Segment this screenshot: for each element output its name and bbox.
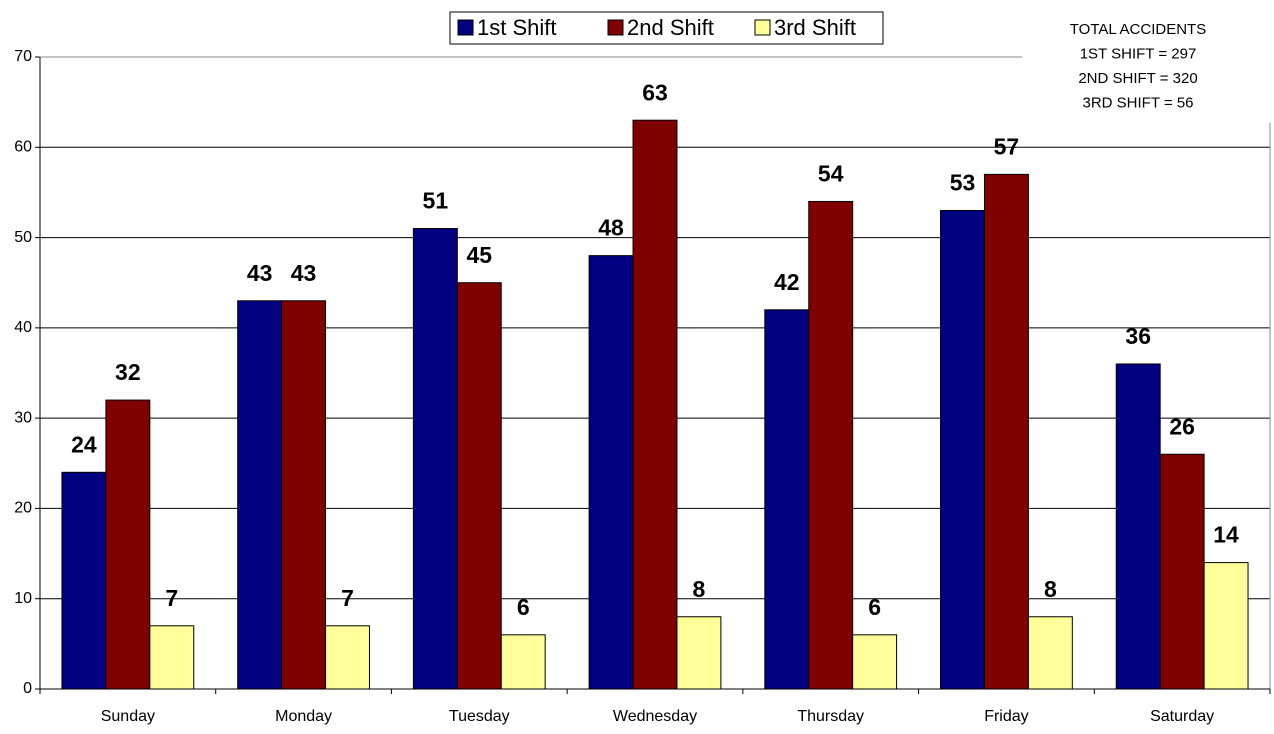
- x-tick-label: Sunday: [101, 708, 155, 725]
- data-label: 45: [466, 242, 492, 268]
- y-tick-label: 20: [14, 500, 32, 517]
- bar: [61, 471, 107, 690]
- data-label: 63: [642, 79, 668, 105]
- data-label: 8: [693, 576, 706, 602]
- data-label: 57: [994, 133, 1020, 159]
- y-tick-label: 0: [23, 680, 32, 697]
- x-tick-label: Friday: [984, 708, 1028, 725]
- annotation: 3RD SHIFT = 56: [1082, 94, 1193, 111]
- bar: [500, 634, 546, 690]
- y-tick-label: 40: [14, 319, 32, 336]
- annotation: TOTAL ACCIDENTS: [1070, 21, 1206, 38]
- data-label: 6: [517, 594, 530, 620]
- y-tick-label: 70: [14, 48, 32, 65]
- data-label: 7: [165, 585, 178, 611]
- data-label: 36: [1125, 323, 1151, 349]
- data-label: 7: [341, 585, 354, 611]
- legend-label: 3rd Shift: [774, 15, 856, 40]
- y-tick-label: 10: [14, 590, 32, 607]
- data-label: 32: [115, 359, 141, 385]
- legend-swatch: [457, 19, 474, 36]
- bar: [808, 200, 854, 690]
- data-label: 6: [868, 594, 881, 620]
- y-tick-label: 60: [14, 139, 32, 156]
- data-label: 51: [423, 188, 449, 214]
- bar: [588, 255, 634, 690]
- data-label: 8: [1044, 576, 1057, 602]
- annotation-box: [1022, 15, 1274, 123]
- y-tick-label: 30: [14, 409, 32, 426]
- data-label: 43: [291, 260, 317, 286]
- legend-box: [449, 11, 884, 45]
- bar: [149, 625, 195, 690]
- bar: [281, 300, 327, 690]
- bar: [237, 300, 283, 690]
- y-tick-label: 50: [14, 229, 32, 246]
- bar: [632, 119, 678, 690]
- data-label: 43: [247, 260, 273, 286]
- annotation: 2ND SHIFT = 320: [1078, 70, 1197, 87]
- x-tick-label: Saturday: [1150, 708, 1214, 725]
- x-tick-label: Thursday: [797, 708, 864, 725]
- bar: [325, 625, 370, 690]
- x-tick-label: Wednesday: [613, 708, 697, 725]
- annotation: 1ST SHIFT = 297: [1080, 45, 1197, 62]
- bar: [105, 399, 151, 690]
- bar: [456, 282, 502, 690]
- bar: [852, 634, 898, 690]
- data-label: 48: [598, 215, 624, 241]
- legend-swatch: [754, 19, 771, 36]
- bar: [940, 209, 985, 690]
- x-tick-label: Monday: [275, 708, 332, 725]
- bar: [1203, 562, 1249, 690]
- bar: [412, 228, 458, 690]
- data-label: 42: [774, 269, 800, 295]
- legend-swatch: [607, 19, 624, 36]
- data-label: 53: [950, 170, 976, 196]
- data-label: 54: [818, 161, 844, 187]
- legend-label: 2nd Shift: [627, 15, 714, 40]
- bar: [764, 309, 810, 690]
- bar: [676, 616, 722, 690]
- data-label: 14: [1213, 522, 1239, 548]
- legend-label: 1st Shift: [477, 15, 556, 40]
- data-label: 26: [1169, 413, 1195, 439]
- x-tick-label: Tuesday: [449, 708, 510, 725]
- bar: [1159, 453, 1205, 690]
- bar: [983, 173, 1029, 690]
- data-label: 24: [71, 431, 97, 457]
- bar: [1027, 616, 1073, 690]
- bar: [1115, 363, 1161, 690]
